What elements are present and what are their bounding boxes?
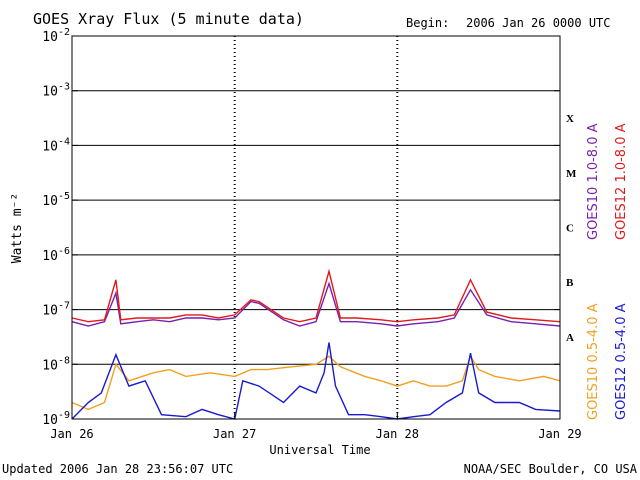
y-axis-label: Watts m⁻²	[10, 193, 25, 263]
series-layer	[71, 268, 561, 420]
y-tick-label: 10-4	[42, 136, 70, 154]
y-tick-label: 10-2	[42, 27, 70, 45]
flare-class-label: B	[566, 277, 574, 289]
flare-class-label: A	[566, 332, 574, 344]
grid-lines	[72, 36, 560, 419]
y-tick-label: 10-3	[42, 82, 70, 100]
flare-class-label: M	[566, 168, 577, 180]
legend-entry: GOES10 1.0-8.0 A	[586, 123, 601, 240]
y-tick-label: 10-7	[42, 301, 70, 319]
x-axis-ticks: Jan 26 Jan 27 Jan 28 Jan 29	[50, 413, 582, 441]
y-tick-label: 10-5	[42, 191, 70, 209]
begin-label: Begin:	[406, 16, 449, 30]
x-axis-label: Universal Time	[269, 443, 370, 457]
legend-entry: GOES12 1.0-8.0 A	[614, 123, 629, 240]
series-line	[71, 342, 561, 420]
x-tick-label: Jan 29	[538, 427, 581, 441]
plot-area	[71, 35, 561, 420]
begin-value: 2006 Jan 26 0000 UTC	[466, 16, 611, 30]
legend-entry: GOES12 0.5-4.0 A	[614, 303, 629, 420]
series-line	[71, 268, 561, 323]
flare-class-label: X	[566, 113, 574, 125]
series-line	[71, 281, 561, 327]
y-tick-label: 10-9	[42, 410, 70, 428]
flare-class-label: C	[566, 223, 574, 235]
updated-timestamp: Updated 2006 Jan 28 23:56:07 UTC	[2, 462, 233, 476]
x-tick-label: Jan 26	[50, 427, 93, 441]
legend-entry: GOES10 0.5-4.0 A	[586, 303, 601, 420]
credit-text: NOAA/SEC Boulder, CO USA	[464, 462, 638, 476]
chart-title: GOES Xray Flux (5 minute data)	[33, 10, 304, 28]
y-axis-ticks: 10-2 10-3 10-4 10-5 10-6 10-7 10-8 10-9	[42, 27, 560, 428]
x-tick-label: Jan 28	[376, 427, 419, 441]
flare-class-labels: X M C B A	[566, 113, 577, 344]
legend: GOES10 1.0-8.0 A GOES12 1.0-8.0 A GOES10 0…	[586, 123, 629, 420]
series-line	[71, 354, 561, 411]
plot-frame	[71, 35, 561, 420]
y-tick-label: 10-8	[42, 355, 70, 373]
x-tick-label: Jan 27	[213, 427, 256, 441]
y-tick-label: 10-6	[42, 246, 70, 264]
